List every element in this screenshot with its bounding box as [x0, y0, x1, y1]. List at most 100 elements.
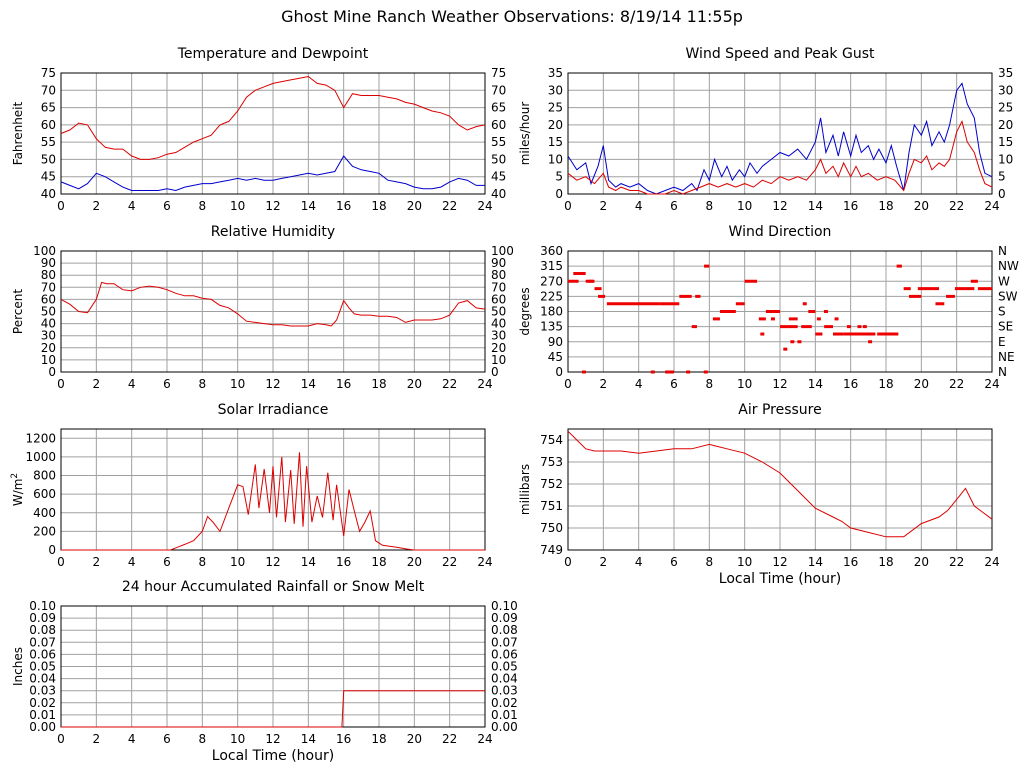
y-tick-label: 135: [540, 320, 563, 334]
x-tick-label: 0: [57, 555, 65, 569]
x-tick-label: 24: [477, 377, 492, 391]
x-tick-label: 16: [843, 377, 858, 391]
x-tick-label: 4: [128, 199, 136, 213]
y-tick-label-right: 5: [998, 170, 1006, 184]
x-tick-label: 20: [407, 555, 422, 569]
y-tick-label-right: E: [998, 335, 1006, 349]
y-tick-label-right: S: [998, 305, 1006, 319]
wind-direction-chart: Wind Direction 0 2 4 6 8 10 12 14 16 18 20 22 24 0 45 90…: [507, 218, 1019, 403]
x-tick-label: 6: [670, 199, 678, 213]
y-axis-label: W/m2: [10, 473, 25, 506]
x-tick-label: 12: [772, 555, 787, 569]
y-tick-label-right: 0: [491, 365, 499, 379]
chart-title: 24 hour Accumulated Rainfall or Snow Mel…: [122, 579, 425, 595]
y-tick-label: 55: [41, 135, 56, 149]
y-tick-label-right: 50: [491, 152, 506, 166]
y-tick-label-right: 30: [491, 329, 506, 343]
x-tick-label: 10: [230, 732, 245, 746]
direction-point: [686, 370, 691, 374]
y-tick-label: 360: [540, 244, 563, 258]
x-tick-label: 10: [737, 555, 752, 569]
y-tick-label: 600: [33, 487, 56, 501]
x-tick-label: 0: [57, 377, 65, 391]
direction-point: [650, 370, 655, 374]
rainfall-chart: 24 hour Accumulated Rainfall or Snow Mel…: [0, 573, 518, 764]
y-tick-label-right: SE: [998, 320, 1013, 334]
y-tick-label: 750: [540, 521, 563, 535]
x-tick-label: 20: [914, 377, 929, 391]
chart-title: Temperature and Dewpoint: [177, 46, 369, 62]
y-tick-label: 0: [48, 543, 56, 557]
x-tick-label: 18: [371, 377, 386, 391]
direction-point: [703, 370, 708, 374]
series-line: [567, 82, 993, 195]
x-tick-label: 16: [336, 732, 351, 746]
y-tick-label: 100: [33, 244, 56, 258]
y-tick-label: 20: [41, 341, 56, 355]
direction-point: [868, 340, 873, 344]
y-tick-label: 35: [548, 66, 563, 80]
direction-point: [857, 325, 862, 329]
y-tick-label: 15: [548, 135, 563, 149]
x-tick-label: 12: [265, 199, 280, 213]
wind-speed-chart: Wind Speed and Peak Gust 0 2 4 6 8 10 12 14 16 18 2…: [507, 40, 1019, 225]
y-axis-label: Inches: [11, 647, 25, 686]
direction-point: [834, 317, 839, 321]
y-tick-label: 50: [41, 152, 56, 166]
x-tick-label: 10: [737, 199, 752, 213]
chart-title: Wind Speed and Peak Gust: [686, 46, 875, 62]
direction-point: [802, 302, 807, 306]
x-tick-label: 14: [301, 555, 316, 569]
y-tick-label: 45: [548, 350, 563, 364]
x-tick-label: 2: [93, 199, 101, 213]
y-tick-label: 75: [41, 66, 56, 80]
chart-svg: 24 hour Accumulated Rainfall or Snow Mel…: [11, 579, 518, 764]
y-tick-label-right: 0.04: [491, 672, 518, 686]
page-title: Ghost Mine Ranch Weather Observations: 8…: [281, 7, 743, 26]
y-tick-label: 754: [540, 433, 563, 447]
x-tick-label: 24: [477, 732, 492, 746]
y-tick-label-right: 25: [998, 101, 1013, 115]
y-axis-label: Fahrenheit: [11, 101, 25, 165]
x-tick-label: 16: [336, 377, 351, 391]
x-tick-label: 12: [772, 199, 787, 213]
x-tick-label: 24: [984, 555, 999, 569]
x-tick-label: 20: [407, 199, 422, 213]
solar-irradiance-chart: Solar Irradiance 0 2 4 6 8 10 12 14 16 18 20 22 24 0 20…: [0, 396, 512, 581]
x-tick-label: 20: [407, 732, 422, 746]
x-tick-label: 2: [600, 199, 608, 213]
x-tick-label: 18: [878, 377, 893, 391]
y-tick-label: 50: [41, 305, 56, 319]
direction-point: [783, 347, 788, 351]
x-tick-label: 0: [564, 199, 572, 213]
y-tick-label-right: 55: [491, 135, 506, 149]
plot-frame: [60, 250, 486, 373]
x-tick-label: 0: [57, 199, 65, 213]
y-tick-label: 25: [548, 101, 563, 115]
y-tick-label-right: 0: [998, 187, 1006, 201]
direction-point: [823, 310, 828, 313]
y-tick-label-right: 30: [998, 83, 1013, 97]
y-tick-label-right: 80: [491, 268, 506, 282]
y-tick-label-right: 0.05: [491, 660, 518, 674]
x-tick-label: 24: [477, 555, 492, 569]
direction-point: [797, 340, 802, 344]
y-axis-label-text: Fahrenheit: [11, 101, 25, 165]
x-axis-label: Local Time (hour): [212, 748, 334, 764]
series-line: [61, 452, 485, 551]
direction-point: [770, 317, 775, 321]
y-tick-label: 45: [41, 170, 56, 184]
y-tick-label-right: 20: [491, 341, 506, 355]
x-tick-label: 16: [336, 555, 351, 569]
chart-title: Relative Humidity: [211, 224, 335, 240]
y-tick-label-right: 0.03: [491, 684, 518, 698]
x-tick-label: 2: [93, 732, 101, 746]
y-tick-label: 60: [41, 292, 56, 306]
x-tick-label: 14: [301, 199, 316, 213]
x-tick-label: 4: [128, 377, 136, 391]
x-tick-label: 10: [230, 377, 245, 391]
